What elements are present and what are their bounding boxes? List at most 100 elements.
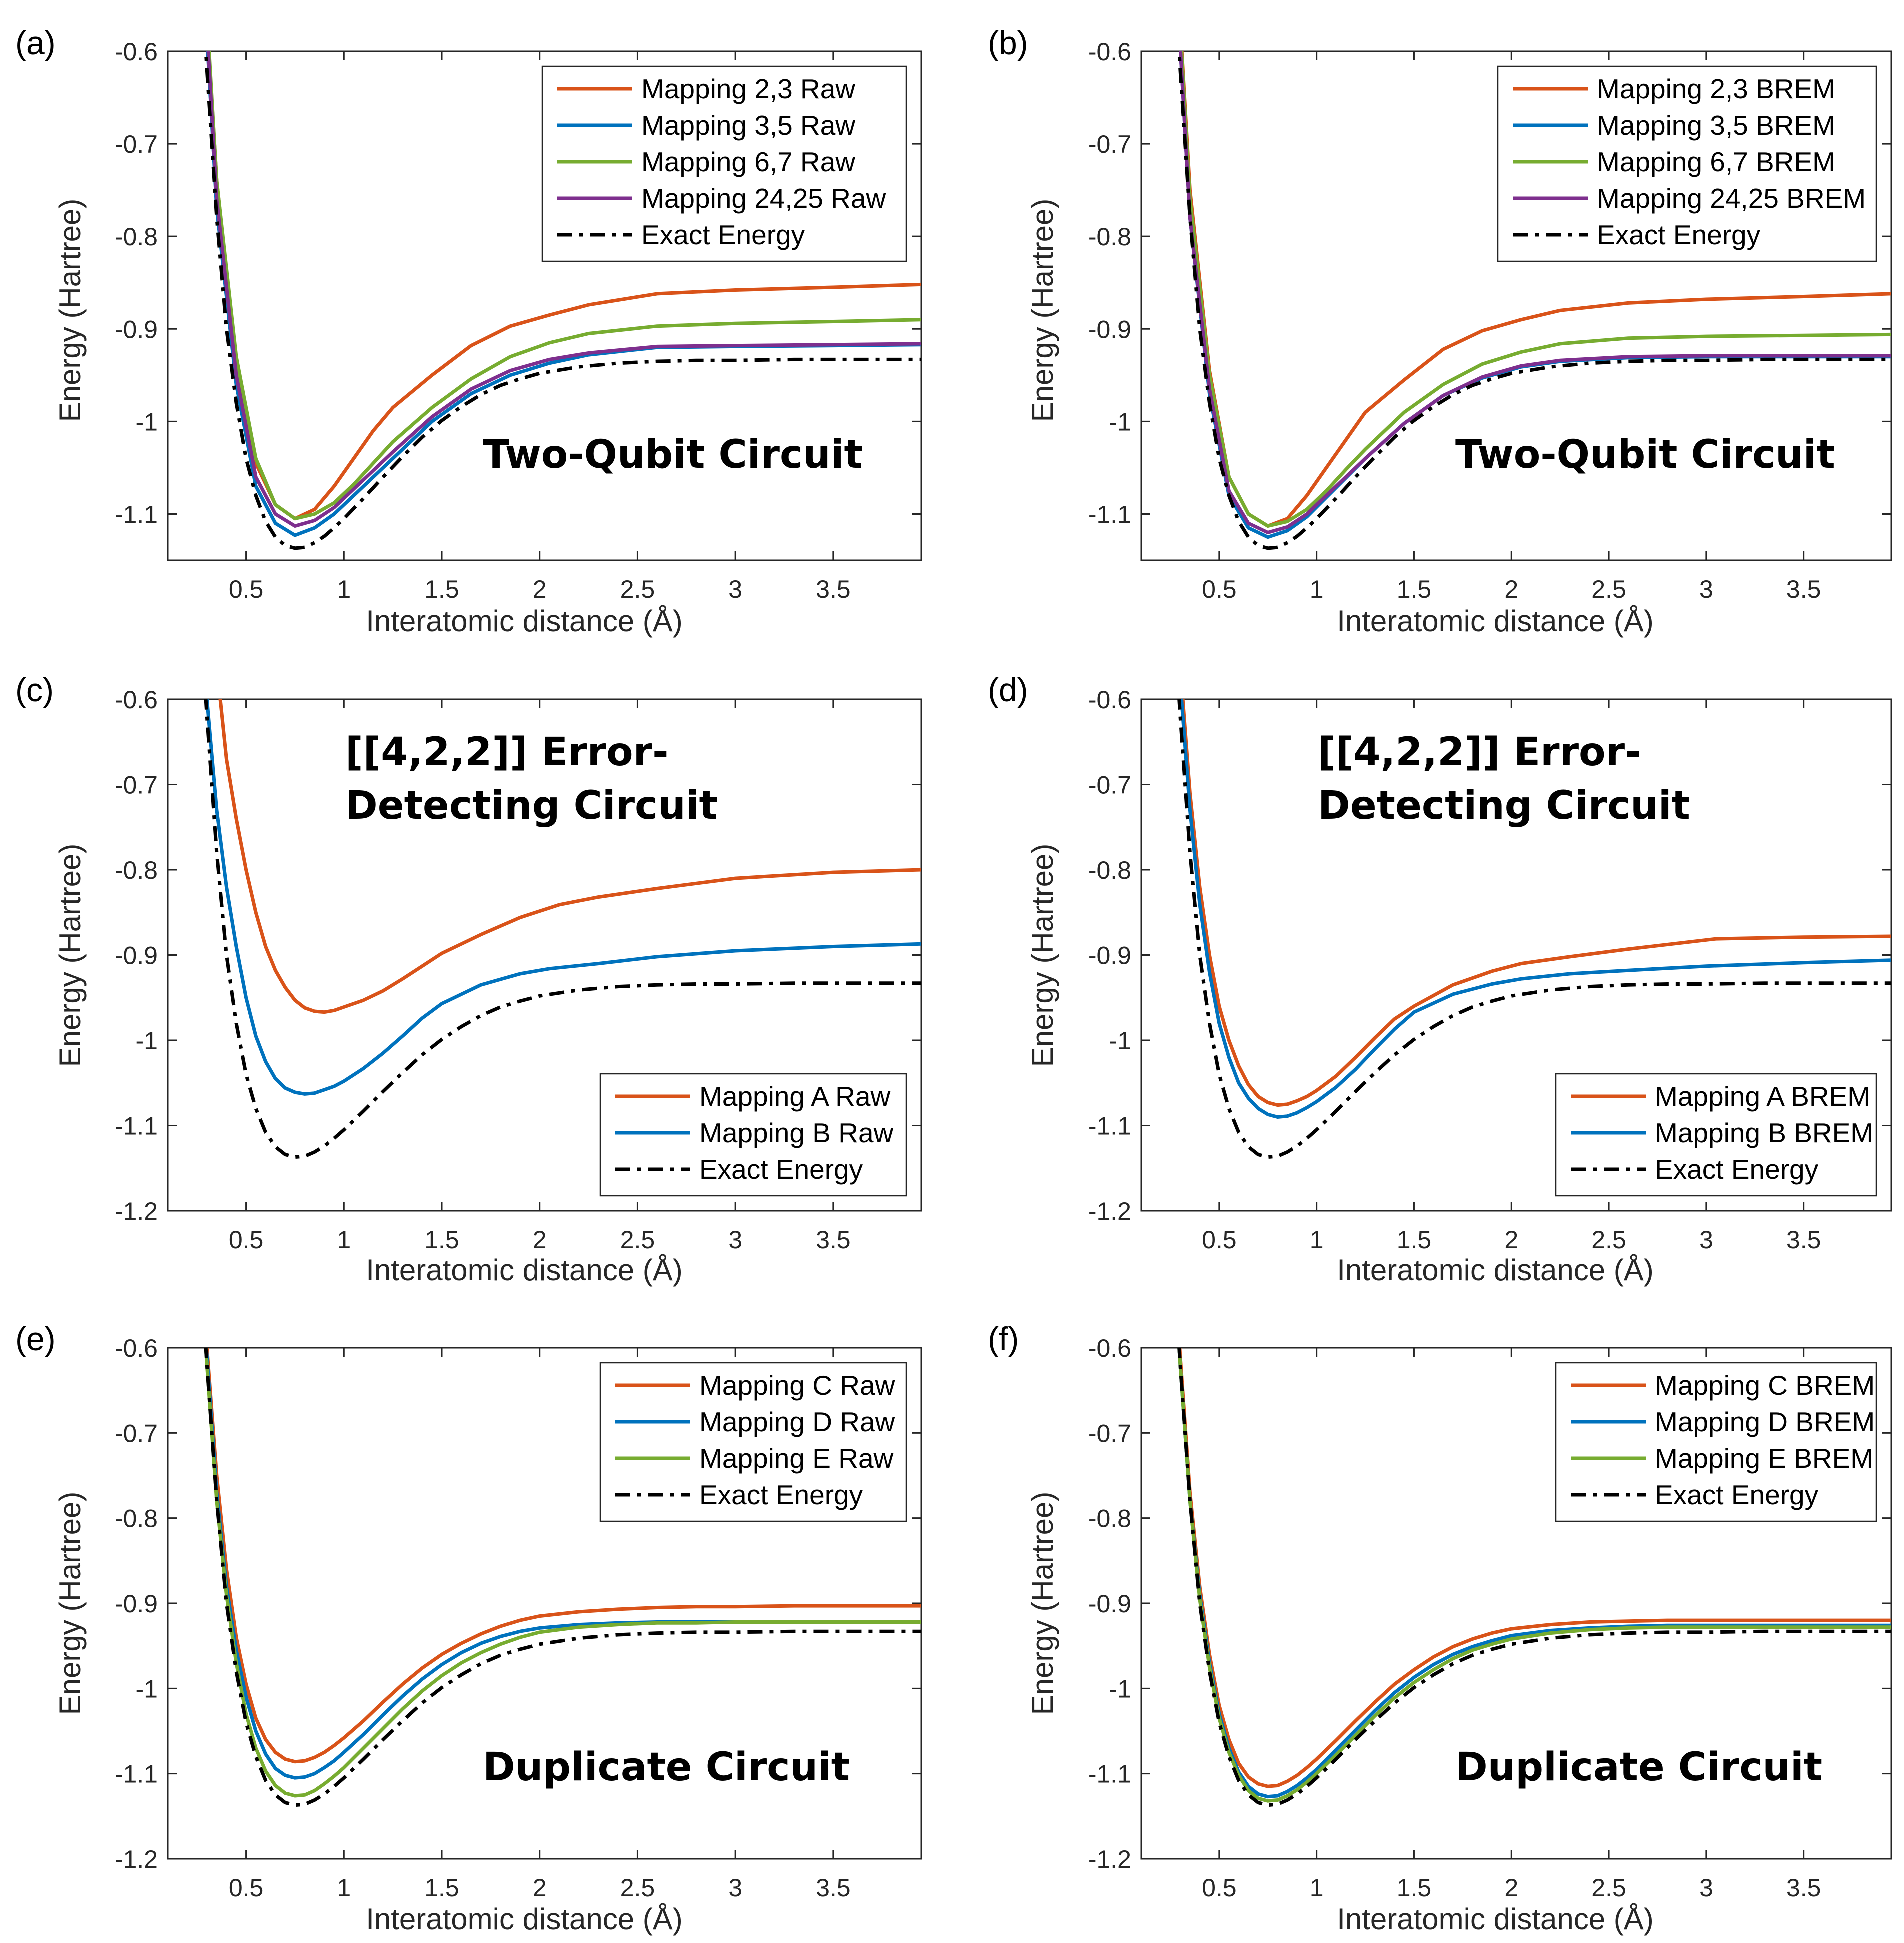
x-tick-label: 2.5 <box>1591 575 1626 603</box>
legend-entry: Mapping C Raw <box>699 1370 895 1401</box>
x-tick-label: 0.5 <box>1202 575 1237 603</box>
annotation-text: Two-Qubit Circuit <box>1455 432 1835 477</box>
series-line <box>205 699 921 1096</box>
legend-entry: Exact Energy <box>699 1154 863 1185</box>
y-tick-label: -1.1 <box>115 1112 158 1140</box>
x-tick-label: 2 <box>533 575 547 603</box>
x-tick-label: 1 <box>337 575 351 603</box>
legend-entry: Exact Energy <box>641 219 805 250</box>
panel-c: 0.5 1 1.5 2 2.5 3 3.5 -0.6 -0.7 -0.8 -0.9 -1 -1.1 -1.… <box>15 671 922 1287</box>
x-tick-label: 1 <box>1310 1226 1324 1254</box>
series-line <box>1179 699 1891 1119</box>
axes-box <box>167 50 922 561</box>
series-line <box>204 1348 921 1807</box>
x-tick-label: 1 <box>1310 575 1324 603</box>
legend-box <box>1555 1073 1877 1197</box>
legend: Mapping 2,3 Raw Mapping 3,5 Raw Mapping 6,… <box>541 65 907 262</box>
y-tick-label: -1.2 <box>115 1845 158 1873</box>
x-tick-label: 2.5 <box>620 1874 655 1902</box>
y-tick-label: -1.1 <box>115 1760 158 1788</box>
y-tick-label: -1 <box>1109 1675 1131 1703</box>
x-tick-label: 0.5 <box>1202 1226 1237 1254</box>
y-tick-label: -1.1 <box>1088 1760 1131 1788</box>
legend-entry: Mapping D Raw <box>699 1406 895 1437</box>
y-tick-label: -0.6 <box>1088 1334 1131 1362</box>
x-tick-label: 3 <box>1699 575 1713 603</box>
y-tick-label: -1 <box>1109 408 1131 436</box>
series-line <box>207 51 921 521</box>
legend: Mapping C Raw Mapping D Raw Mapping E Raw E… <box>599 1362 907 1522</box>
x-tick-label: 2 <box>1504 1226 1518 1254</box>
legend-box <box>541 65 907 262</box>
legend-entry: Mapping 3,5 Raw <box>641 110 855 141</box>
x-tick-label: 2.5 <box>620 1226 655 1254</box>
y-tick-label: -0.6 <box>115 38 158 66</box>
x-tick-label: 3 <box>728 1226 742 1254</box>
series-line <box>1177 699 1891 1159</box>
axes-box <box>1140 50 1892 561</box>
legend-box <box>1497 65 1877 262</box>
series-line <box>204 699 921 1159</box>
y-tick-label: -1.1 <box>115 500 158 528</box>
y-tick-label: -0.7 <box>1088 130 1131 158</box>
x-tick-label: 1 <box>337 1226 351 1254</box>
y-tick-label: -1.1 <box>1088 1112 1131 1140</box>
legend-entry: Mapping 24,25 BREM <box>1597 183 1866 214</box>
panel-b: 0.5 1 1.5 2 2.5 3 3.5 -0.6 -0.7 -0.8 -0.9 -1 -1.1 Int… <box>988 24 1892 638</box>
x-axis-label: Interatomic distance (Å) <box>1337 1253 1654 1287</box>
x-tick-label: 3.5 <box>1786 575 1821 603</box>
y-tick-label: -0.9 <box>115 1590 158 1618</box>
panel-f: 0.5 1 1.5 2 2.5 3 3.5 -0.6 -0.7 -0.8 -0.9 -1 -1.1 -1.… <box>988 1320 1892 1936</box>
legend-entry: Exact Energy <box>1597 219 1761 250</box>
legend-entry: Mapping E Raw <box>699 1443 894 1474</box>
series-line <box>1177 1348 1891 1807</box>
y-tick-label: -1 <box>136 1675 158 1703</box>
x-tick-label: 2 <box>1504 1874 1518 1902</box>
x-tick-label: 3 <box>1699 1874 1713 1902</box>
series-line <box>1177 51 1891 550</box>
panel-label: (f) <box>988 1320 1019 1357</box>
series-line <box>1181 699 1891 1107</box>
x-tick-label: 1.5 <box>424 575 459 603</box>
x-tick-label: 3.5 <box>1786 1874 1821 1902</box>
legend-entry: Mapping 24,25 Raw <box>641 183 886 214</box>
y-tick-label: -0.9 <box>1088 942 1131 970</box>
y-axis-label: Energy (Hartree) <box>1026 1492 1059 1715</box>
annotation-text: Two-Qubit Circuit <box>483 432 863 477</box>
series-line <box>1178 1348 1891 1788</box>
x-tick-label: 1.5 <box>1397 575 1432 603</box>
panel-label: (d) <box>988 671 1028 708</box>
x-axis-label: Interatomic distance (Å) <box>366 604 683 638</box>
x-tick-label: 3.5 <box>816 1874 851 1902</box>
y-tick-label: -0.8 <box>1088 856 1131 884</box>
legend-entry: Mapping A Raw <box>699 1081 890 1112</box>
y-axis-label: Energy (Hartree) <box>53 199 87 422</box>
annotation-text: Duplicate Circuit <box>1455 1745 1822 1790</box>
annotation-text: Detecting Circuit <box>1318 783 1690 828</box>
y-tick-label: -0.6 <box>1088 38 1131 66</box>
legend-entry: Exact Energy <box>1655 1154 1819 1185</box>
y-tick-label: -0.8 <box>115 1505 158 1533</box>
y-tick-label: -1 <box>1109 1027 1131 1055</box>
x-tick-label: 2 <box>1504 575 1518 603</box>
legend-entry: Mapping E BREM <box>1655 1443 1873 1474</box>
y-axis-label: Energy (Hartree) <box>53 1492 87 1715</box>
legend-entry: Mapping D BREM <box>1655 1406 1875 1437</box>
legend: Mapping C BREM Mapping D BREM Mapping E BR… <box>1555 1362 1877 1522</box>
x-tick-label: 3 <box>728 1874 742 1902</box>
panel-label: (e) <box>15 1320 56 1357</box>
annotation-text: [[4,2,2]] Error- <box>345 730 668 775</box>
x-axis-label: Interatomic distance (Å) <box>366 1253 683 1287</box>
y-tick-label: -0.7 <box>1088 771 1131 799</box>
x-tick-label: 2 <box>533 1874 547 1902</box>
y-tick-label: -0.6 <box>115 686 158 714</box>
y-tick-label: -0.9 <box>1088 1590 1131 1618</box>
panel-label: (b) <box>988 24 1028 61</box>
y-tick-label: -1.1 <box>1088 500 1131 528</box>
x-axis-label: Interatomic distance (Å) <box>1337 604 1654 638</box>
y-axis-label: Energy (Hartree) <box>1026 844 1059 1067</box>
panel-label: (a) <box>15 24 56 61</box>
panel-d: 0.5 1 1.5 2 2.5 3 3.5 -0.6 -0.7 -0.8 -0.9 -1 -1.1 -1.… <box>988 671 1892 1287</box>
x-tick-label: 1 <box>337 1874 351 1902</box>
legend-box <box>599 1073 907 1197</box>
